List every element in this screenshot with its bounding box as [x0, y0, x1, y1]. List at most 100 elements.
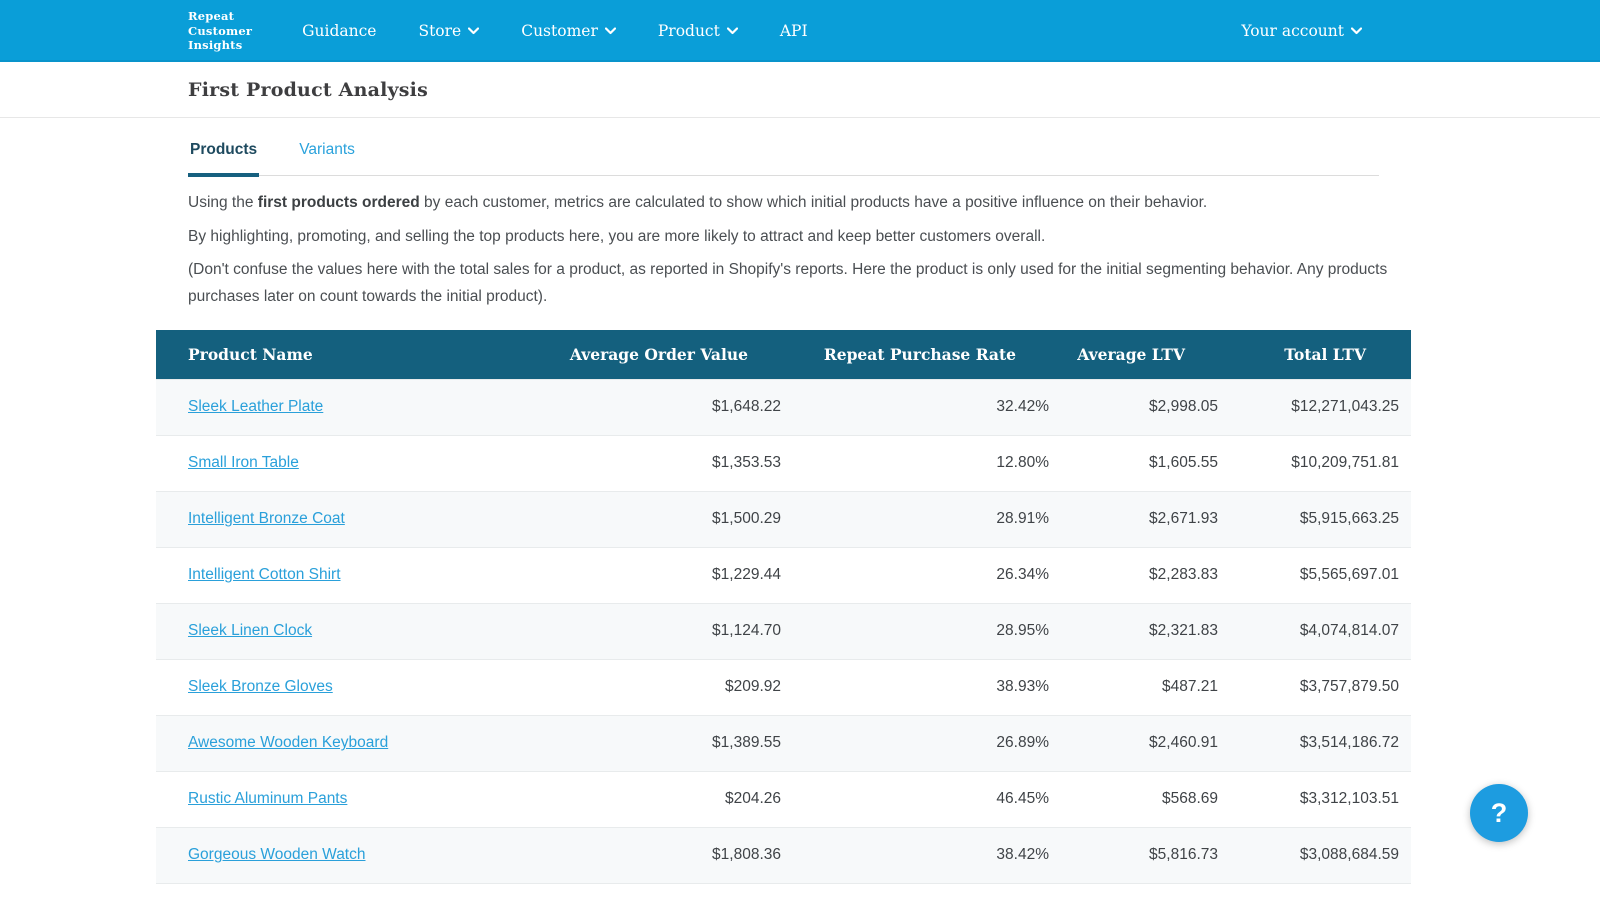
header-average-ltv: Average LTV	[1077, 344, 1185, 364]
chevron-down-icon	[468, 27, 480, 35]
intro-p1-bold: first products ordered	[257, 194, 420, 211]
nav-item-label: Guidance	[302, 22, 377, 40]
table-body: Sleek Leather Plate $1,648.22 32.42% $2,…	[156, 378, 1411, 900]
table-row: Sleek Linen Clock $1,124.70 28.95% $2,32…	[156, 602, 1411, 659]
nav-item-product[interactable]: Product	[658, 22, 738, 40]
account-menu[interactable]: Your account	[1241, 22, 1362, 40]
nav-item-label: API	[779, 22, 808, 40]
cell-repeat-purchase-rate: 12.80%	[996, 454, 1049, 472]
table-row: Intelligent Cotton Shirt $1,229.44 26.34…	[156, 546, 1411, 603]
intro-p1-before: Using the	[188, 194, 258, 211]
logo-line-1: Repeat	[188, 9, 235, 24]
nav-item-api[interactable]: API	[780, 22, 808, 40]
cell-total-ltv: $3,312,103.51	[1299, 790, 1399, 808]
cell-repeat-purchase-rate: 28.95%	[996, 622, 1049, 640]
cell-total-ltv: $10,209,751.81	[1291, 454, 1399, 472]
nav-item-label: Customer	[521, 22, 598, 40]
product-link[interactable]: Sleek Bronze Gloves	[188, 678, 333, 696]
intro-p1-after: by each customer, metrics are calculated…	[419, 194, 1208, 211]
tabs: Products Variants	[188, 135, 1379, 177]
table-header-row: Product Name Average Order Value Repeat …	[156, 329, 1411, 379]
cell-total-ltv: $12,271,043.25	[1291, 398, 1399, 416]
nav-item-guidance[interactable]: Guidance	[302, 22, 376, 40]
cell-average-order-value: $1,648.22	[712, 398, 781, 416]
table-row: Intelligent Bronze Coat $1,500.29 28.91%…	[156, 490, 1411, 547]
cell-total-ltv: $3,514,186.72	[1299, 734, 1399, 752]
chevron-down-icon	[604, 27, 616, 35]
table-row: Rustic Aluminum Pants $204.26 46.45% $56…	[156, 770, 1411, 827]
first-product-table: Product Name Average Order Value Repeat …	[156, 329, 1411, 900]
logo-line-2: Customer	[188, 23, 253, 38]
cell-average-order-value: $1,124.70	[712, 622, 781, 640]
page-title: First Product Analysis	[188, 78, 428, 101]
chevron-down-icon	[726, 27, 738, 35]
cell-average-order-value: $1,353.53	[712, 454, 781, 472]
product-link[interactable]: Sleek Linen Clock	[188, 622, 313, 640]
intro-paragraph-3: (Don't confuse the values here with the …	[188, 261, 1388, 305]
nav-item-label: Product	[657, 22, 720, 40]
cell-total-ltv: $3,088,684.59	[1299, 846, 1399, 864]
intro-paragraph-1: Using the first products ordered by each…	[188, 190, 1403, 217]
product-link[interactable]: Intelligent Bronze Coat	[188, 510, 345, 528]
tab-products[interactable]: Products	[188, 135, 260, 177]
product-link[interactable]: Awesome Wooden Keyboard	[188, 734, 389, 752]
intro-text: Using the first products ordered by each…	[188, 190, 1403, 311]
table-row: Awesome Wooden Keyboard $1,389.55 26.89%…	[156, 714, 1411, 771]
cell-repeat-purchase-rate: 28.91%	[996, 510, 1049, 528]
cell-average-order-value: $1,389.55	[712, 734, 781, 752]
cell-repeat-purchase-rate: 38.93%	[996, 678, 1049, 696]
cell-average-order-value: $204.26	[724, 790, 781, 808]
cell-repeat-purchase-rate: 32.42%	[996, 398, 1049, 416]
nav-item-customer[interactable]: Customer	[521, 22, 616, 40]
cell-total-ltv: $4,074,814.07	[1299, 622, 1399, 640]
tabs-container: Products Variants	[188, 118, 1379, 177]
cell-repeat-purchase-rate: 38.42%	[996, 846, 1049, 864]
cell-total-ltv: $5,565,697.01	[1299, 566, 1399, 584]
table-row: Sleek Leather Plate $1,648.22 32.42% $2,…	[156, 378, 1411, 435]
cell-repeat-purchase-rate: 26.89%	[996, 734, 1049, 752]
nav-menu: Guidance Store Customer Product API	[302, 22, 807, 40]
product-link[interactable]: Sleek Leather Plate	[188, 398, 324, 416]
header-average-order-value: Average Order Value	[569, 344, 748, 364]
product-link[interactable]: Rustic Aluminum Pants	[188, 790, 348, 808]
header-total-ltv: Total LTV	[1284, 344, 1366, 364]
cell-average-order-value: $1,229.44	[712, 566, 781, 584]
table-row: Aerodynamic Marble Notebook $1,562.33 33…	[156, 882, 1411, 900]
cell-average-ltv: $487.21	[1161, 678, 1218, 696]
table-row: Sleek Bronze Gloves $209.92 38.93% $487.…	[156, 658, 1411, 715]
page-header: First Product Analysis	[0, 62, 1600, 118]
cell-total-ltv: $3,757,879.50	[1299, 678, 1399, 696]
table-row: Gorgeous Wooden Watch $1,808.36 38.42% $…	[156, 826, 1411, 883]
cell-average-ltv: $568.69	[1161, 790, 1218, 808]
tab-variants[interactable]: Variants	[299, 141, 355, 158]
help-button[interactable]: ?	[1470, 784, 1528, 842]
product-link[interactable]: Intelligent Cotton Shirt	[188, 566, 341, 584]
product-link[interactable]: Gorgeous Wooden Watch	[188, 846, 366, 864]
header-repeat-purchase-rate: Repeat Purchase Rate	[823, 344, 1016, 364]
cell-average-ltv: $2,998.05	[1149, 398, 1218, 416]
cell-total-ltv: $5,915,663.25	[1299, 510, 1399, 528]
table-row: Small Iron Table $1,353.53 12.80% $1,605…	[156, 434, 1411, 491]
cell-average-ltv: $2,283.83	[1149, 566, 1218, 584]
nav-item-store[interactable]: Store	[418, 22, 480, 40]
cell-average-order-value: $1,500.29	[712, 510, 781, 528]
cell-average-ltv: $2,671.93	[1149, 510, 1218, 528]
app-logo[interactable]: Repeat Customer Insights	[188, 9, 252, 52]
chevron-down-icon	[1351, 27, 1362, 35]
intro-paragraph-2: By highlighting, promoting, and selling …	[188, 227, 1046, 245]
cell-average-ltv: $1,605.55	[1149, 454, 1218, 472]
cell-average-ltv: $2,321.83	[1149, 622, 1218, 640]
cell-repeat-purchase-rate: 26.34%	[996, 566, 1049, 584]
logo-line-3: Insights	[188, 38, 243, 53]
header-product-name: Product Name	[188, 344, 313, 364]
cell-average-ltv: $2,460.91	[1149, 734, 1218, 752]
cell-average-ltv: $5,816.73	[1149, 846, 1218, 864]
cell-repeat-purchase-rate: 46.45%	[996, 790, 1049, 808]
account-menu-label: Your account	[1241, 22, 1344, 40]
nav-item-label: Store	[418, 22, 462, 40]
top-nav: Repeat Customer Insights Guidance Store …	[0, 0, 1600, 62]
cell-average-order-value: $209.92	[724, 678, 781, 696]
cell-average-order-value: $1,808.36	[712, 846, 781, 864]
product-link[interactable]: Small Iron Table	[188, 454, 299, 472]
